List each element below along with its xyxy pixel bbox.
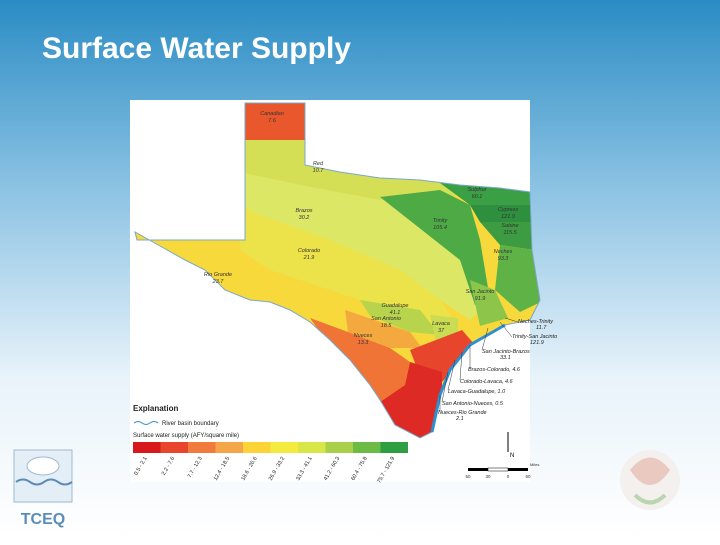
- basin-name: San Antonio: [371, 316, 401, 322]
- emblem: [620, 450, 680, 510]
- basin-value: 7.6: [268, 118, 277, 124]
- basin-name: Cypress: [498, 207, 518, 213]
- coastal-name: San Jacinto-Brazos: [482, 349, 530, 355]
- coastal-name: Nueces-Rio Grande: [438, 410, 487, 416]
- tceq-logo: TCEQ: [13, 449, 73, 528]
- basin-neches: [495, 245, 540, 312]
- basin-san-jacinto: [470, 280, 508, 326]
- leader-line: [447, 359, 456, 391]
- basin-trinity: [380, 190, 490, 305]
- basin-name: San Jacinto: [466, 289, 495, 295]
- basin-name: Brazos: [295, 208, 312, 214]
- basin-sabine: [480, 222, 535, 250]
- coastline: [430, 323, 506, 433]
- scale-label: 50: [465, 474, 471, 479]
- legend-swatch: [160, 442, 188, 453]
- legend-swatch: [325, 442, 353, 453]
- coastal-name: Trinity-San Jacinto: [512, 334, 557, 340]
- basin-value: 10.7: [313, 168, 325, 174]
- leader-lines: [439, 317, 519, 412]
- legend-swatch: [133, 442, 161, 453]
- basin-value: 37: [438, 328, 445, 334]
- coastal-label: Lavaca-Guadalupe, 1.0: [448, 389, 506, 395]
- scale-label: 0: [507, 474, 510, 479]
- basin-name: Canadian: [260, 111, 284, 117]
- legend-swatch: [243, 442, 271, 453]
- basin-name: Sulphur: [468, 187, 488, 193]
- emblem-arc: [633, 493, 667, 505]
- scale-unit: Miles: [530, 462, 539, 467]
- basin-value: 13.3: [358, 340, 370, 346]
- coastal-value: 33.1: [500, 355, 511, 361]
- basin-value: 41.1: [390, 310, 401, 316]
- legend-swatch: [188, 442, 216, 453]
- leader-line: [504, 317, 519, 323]
- coastal-label: Colorado-Lavaca, 4.6: [460, 379, 514, 385]
- logo-wave: [15, 478, 73, 486]
- leader-line: [499, 321, 513, 338]
- emblem-shape: [630, 457, 670, 485]
- coastal-value: 11.7: [536, 325, 547, 331]
- basin-nueces: [310, 318, 410, 402]
- legend-swatch: [215, 442, 243, 453]
- scale-segment: [487, 467, 509, 472]
- legend-swatch: [380, 442, 408, 453]
- legend-boundary: River basin boundary: [162, 421, 219, 427]
- basin-value: 121.9: [501, 214, 515, 220]
- basin-canadian: [240, 103, 310, 140]
- basin-name: Rio Grande: [204, 272, 232, 278]
- north-label: N: [510, 453, 514, 459]
- basin-san-antonio: [345, 310, 422, 348]
- basin-value: 18.5: [381, 323, 393, 329]
- coastal-label: Brazos-Colorado, 4.6: [468, 367, 521, 373]
- scale-segment: [468, 468, 488, 471]
- logo-text: TCEQ: [21, 511, 65, 528]
- leader-line: [441, 371, 449, 403]
- leader-line: [459, 351, 463, 381]
- basin-cypress: [470, 205, 535, 222]
- basin-name: Lavaca: [432, 321, 450, 327]
- legend-swatch: [270, 442, 298, 453]
- legend-swatch: [298, 442, 326, 453]
- basin-value: 91.9: [475, 296, 486, 302]
- legend-title: Explanation: [133, 404, 178, 413]
- state-outline: [134, 102, 541, 439]
- coastal-value: 2.1: [455, 416, 464, 422]
- slide-title: Surface Water Supply: [42, 32, 351, 65]
- leader-line: [481, 327, 489, 351]
- basin-value: 23.7: [212, 279, 225, 285]
- basin-lavaca: [430, 315, 458, 340]
- scale-segment: [508, 468, 528, 471]
- coastal-value: 121.9: [530, 340, 544, 346]
- basin-name: Colorado: [298, 248, 320, 254]
- basin-value: 93.3: [498, 256, 510, 262]
- basin-value: 21.9: [303, 255, 315, 261]
- scale-label: 30: [485, 474, 491, 479]
- scale-bar: [468, 467, 528, 472]
- scale-label: 60: [525, 474, 531, 479]
- basin-value: 60.1: [472, 194, 483, 200]
- logo-cloud: [26, 456, 60, 476]
- basin-colorado: [240, 205, 460, 335]
- legend-swatch: [353, 442, 381, 453]
- legend-supply: Surface water supply (AFY/square mile): [133, 433, 239, 439]
- basin-name: Sabine: [501, 223, 518, 229]
- basin-name: Trinity: [433, 218, 449, 224]
- coastal-name: Neches-Trinity: [518, 319, 554, 325]
- basin-guadalupe: [360, 300, 440, 335]
- basin-value: 115.5: [503, 230, 517, 236]
- coastal-label: San Antonio-Nueces, 0.5: [442, 401, 504, 407]
- basin-name: Guadalupe: [382, 303, 409, 309]
- basin-name: Red: [313, 161, 324, 167]
- boundary-symbol: [133, 421, 159, 425]
- basin-value: 105.4: [433, 225, 447, 231]
- basin-name: Nueces: [354, 333, 373, 339]
- basin-value: 30.2: [299, 215, 310, 221]
- basin-name: Neches: [494, 249, 513, 255]
